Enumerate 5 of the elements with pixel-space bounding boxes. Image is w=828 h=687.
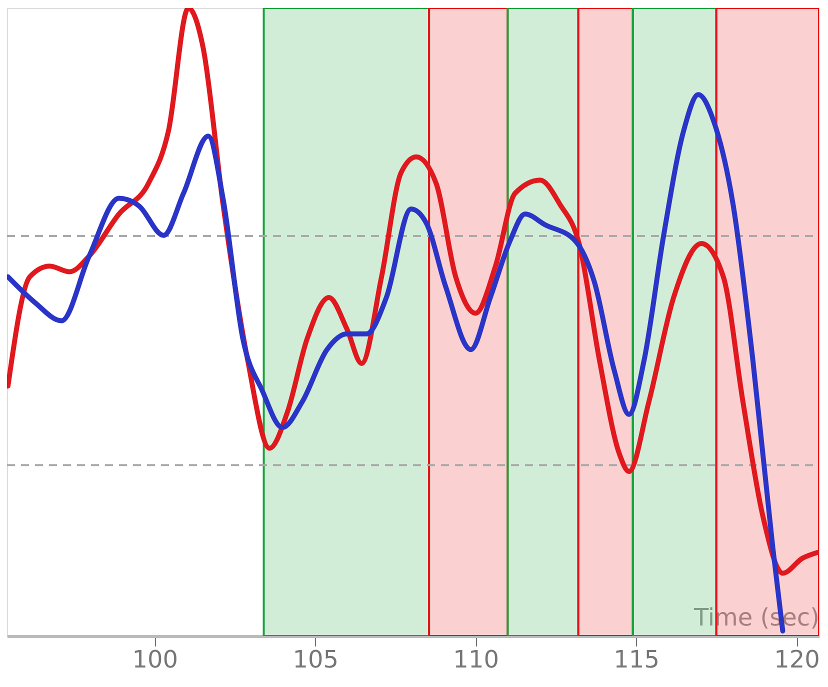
x-tick-label: 110 [453,646,499,674]
x-tick-label: 115 [614,646,660,674]
x-tick-label: 105 [292,646,339,674]
x-tick-label: 100 [132,646,178,674]
x-tick-label: 120 [774,646,820,674]
